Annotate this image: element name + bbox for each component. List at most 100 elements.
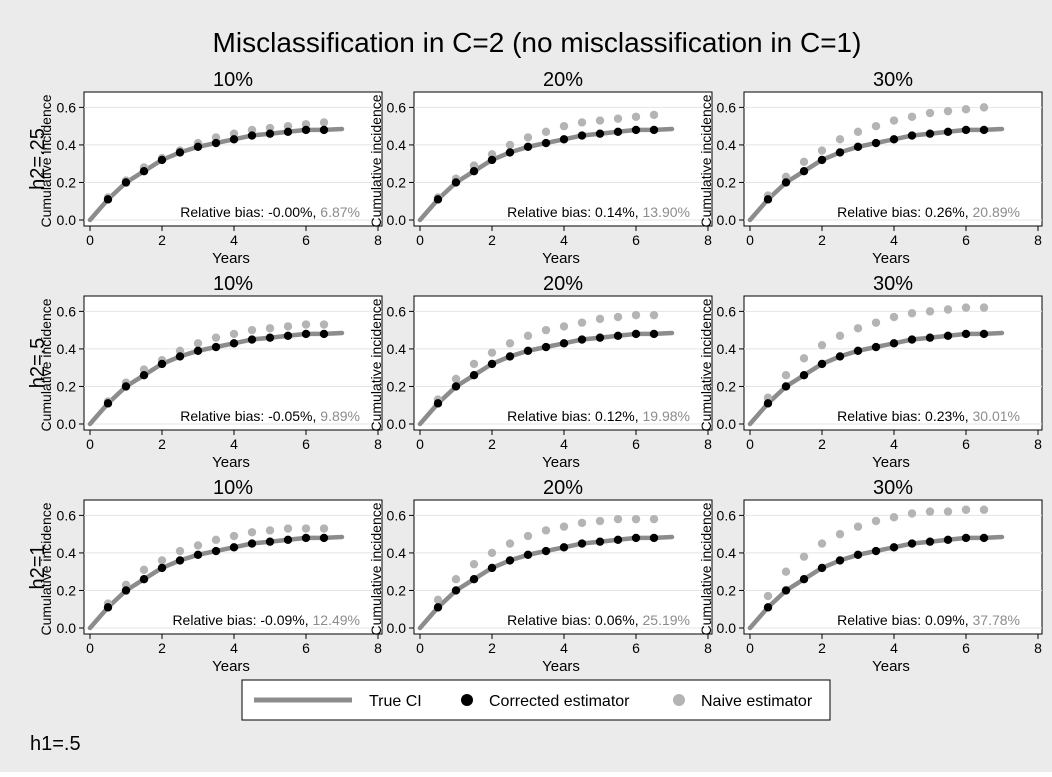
corrected-point <box>781 586 791 595</box>
legend: True CI Corrected estimator Naive estimato… <box>241 679 831 721</box>
panel-r3-c2: 20% 0.0 0.2 0.4 0.6 0 2 4 6 8 Years Cumulative inci… <box>368 477 713 675</box>
plot-area <box>83 91 383 227</box>
corrected-point <box>469 371 479 380</box>
naive-point <box>505 140 515 150</box>
x-tick-label: 4 <box>890 436 898 452</box>
corrected-point <box>523 346 533 355</box>
corrected-point <box>649 329 659 339</box>
corrected-point <box>433 603 443 612</box>
legend-label-corrected: Corrected estimator <box>489 693 630 710</box>
y-tick-label: 0.2 <box>57 174 77 190</box>
panel-title: 20% <box>543 477 583 499</box>
corrected-point <box>451 382 461 391</box>
y-tick-label: 0.6 <box>717 99 737 115</box>
bias-naive: 30.01% <box>973 408 1020 424</box>
x-tick-label: 8 <box>704 436 712 452</box>
naive-point <box>139 565 149 575</box>
naive-point <box>559 121 569 131</box>
corrected-point <box>871 342 881 352</box>
corrected-point <box>175 556 185 565</box>
naive-point <box>799 354 809 363</box>
bias-corrected: Relative bias: -0.00%, <box>180 204 320 220</box>
corrected-point <box>907 131 917 140</box>
bias-corrected: Relative bias: 0.12%, <box>507 408 642 424</box>
bias-corrected: Relative bias: 0.26%, <box>837 204 972 220</box>
corrected-point <box>649 533 659 543</box>
naive-point <box>649 514 659 524</box>
panels-grid: 10% 0.0 0.2 0.4 0.6 0 2 4 6 8 Years Cumulative inci… <box>38 69 1043 675</box>
x-tick-label: 8 <box>374 232 382 248</box>
corrected-point <box>193 550 203 559</box>
naive-point <box>523 531 533 541</box>
corrected-point <box>559 339 569 348</box>
corrected-point <box>283 127 293 136</box>
naive-point <box>559 322 569 331</box>
naive-point <box>595 516 605 526</box>
corrected-point <box>925 537 935 546</box>
y-tick-label: 0.2 <box>57 378 77 394</box>
corrected-point <box>925 333 935 342</box>
x-tick-label: 6 <box>632 640 640 656</box>
relative-bias-text: Relative bias: 0.12%, 19.98% <box>507 408 690 424</box>
naive-point <box>943 305 953 314</box>
panel-r1-c2: 20% 0.0 0.2 0.4 0.6 0 2 4 6 8 Years Cumulative inci… <box>368 69 713 267</box>
naive-point <box>835 135 845 144</box>
panel-r1-c1: 10% 0.0 0.2 0.4 0.6 0 2 4 6 8 Years Cumulative inci… <box>38 69 383 267</box>
corrected-point <box>781 382 791 391</box>
naive-point <box>613 312 623 322</box>
bias-naive: 6.87% <box>320 204 360 220</box>
x-tick-label: 8 <box>1034 436 1042 452</box>
x-tick-label: 8 <box>1034 640 1042 656</box>
bias-corrected: Relative bias: -0.05%, <box>180 408 320 424</box>
corrected-point <box>871 546 881 556</box>
corrected-point <box>889 135 899 144</box>
corrected-point <box>157 155 167 165</box>
naive-point <box>889 116 899 125</box>
corrected-point <box>487 563 497 573</box>
y-axis-label: Cumulative incidence <box>698 298 714 431</box>
corrected-point <box>649 125 659 135</box>
x-axis-label: Years <box>212 658 250 675</box>
plot-area <box>743 91 1043 227</box>
x-axis-label: Years <box>212 454 250 471</box>
corrected-point <box>577 539 587 548</box>
bias-naive: 9.89% <box>320 408 360 424</box>
naive-point <box>889 312 899 322</box>
corrected-point <box>319 329 329 339</box>
naive-point <box>979 303 989 312</box>
corrected-point <box>211 342 221 352</box>
corrected-point <box>817 563 827 573</box>
corrected-point <box>193 346 203 355</box>
naive-point <box>247 325 257 335</box>
corrected-point <box>301 533 311 543</box>
corrected-point <box>979 533 989 543</box>
legend-dot-corrected <box>461 694 473 706</box>
naive-point <box>541 325 551 335</box>
naive-point <box>193 339 203 348</box>
corrected-point <box>523 550 533 559</box>
x-tick-label: 0 <box>746 232 754 248</box>
bias-naive: 25.19% <box>643 612 690 628</box>
naive-point <box>319 320 329 329</box>
naive-point <box>265 526 275 535</box>
corrected-point <box>853 142 863 151</box>
y-tick-label: 0.0 <box>717 416 737 432</box>
y-tick-label: 0.4 <box>57 341 77 357</box>
x-axis-label: Years <box>872 250 910 267</box>
x-axis-label: Years <box>542 658 580 675</box>
naive-point <box>925 507 935 516</box>
naive-point <box>595 314 605 324</box>
naive-point <box>301 320 311 329</box>
corrected-point <box>451 178 461 187</box>
corrected-point <box>961 125 971 135</box>
y-tick-label: 0.2 <box>387 582 407 598</box>
corrected-point <box>193 142 203 151</box>
corrected-point <box>595 537 605 546</box>
y-tick-label: 0.4 <box>717 137 737 153</box>
corrected-point <box>301 329 311 339</box>
corrected-point <box>763 603 773 612</box>
corrected-point <box>577 131 587 140</box>
plot-area <box>413 91 713 227</box>
y-axis-label: Cumulative incidence <box>368 502 384 635</box>
bias-naive: 19.98% <box>643 408 690 424</box>
